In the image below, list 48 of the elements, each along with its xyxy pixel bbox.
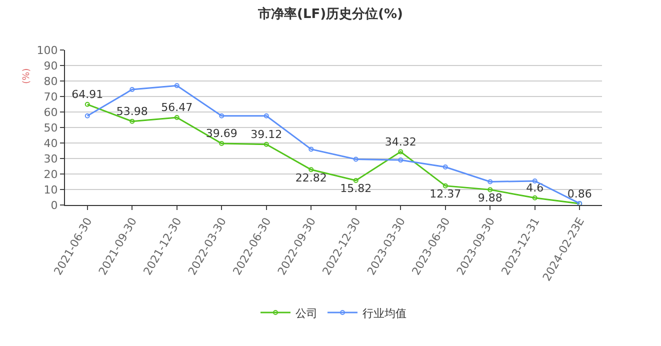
point — [308, 146, 314, 152]
point — [442, 183, 448, 188]
point — [488, 187, 493, 192]
y-tick-label: 60 — [44, 106, 58, 119]
data-label: 0.86 — [567, 187, 592, 200]
legend-label: 行业均值 — [362, 306, 406, 320]
point — [174, 114, 180, 120]
data-label: 12.37 — [430, 188, 462, 201]
legend-label: 公司 — [296, 306, 318, 320]
point — [264, 113, 269, 118]
data-label: 56.47 — [161, 101, 193, 114]
data-label: 22.82 — [295, 171, 327, 184]
chart-title: 市净率(LF)历史分位(%) — [257, 6, 403, 22]
y-tick-label: 70 — [44, 90, 58, 104]
point — [398, 149, 404, 154]
point — [488, 179, 493, 184]
point — [84, 113, 90, 118]
point — [174, 83, 180, 88]
data-label: 9.88 — [478, 191, 502, 204]
point — [219, 113, 224, 118]
y-tick-label: 50 — [44, 121, 58, 134]
y-tick-label: 40 — [44, 136, 58, 150]
y-tick-label: 100 — [36, 44, 58, 57]
data-label: 64.91 — [72, 88, 104, 102]
point — [219, 140, 224, 146]
data-label: 39.12 — [250, 128, 282, 142]
y-tick-label: 10 — [44, 183, 58, 196]
y-tick-label: 30 — [44, 152, 58, 166]
y-tick-label: 90 — [44, 59, 58, 72]
point — [353, 156, 358, 162]
point — [532, 195, 538, 200]
point — [353, 178, 358, 183]
y-axis-title: (%) — [22, 68, 32, 84]
point — [308, 167, 314, 172]
y-tick-label: 80 — [44, 74, 58, 88]
point — [264, 142, 269, 147]
point — [84, 102, 90, 107]
y-tick-label: 0 — [50, 198, 58, 212]
data-label: 34.32 — [384, 136, 416, 149]
point — [532, 178, 538, 184]
y-tick-label: 20 — [44, 168, 58, 181]
point — [442, 164, 448, 170]
point — [130, 87, 135, 92]
point — [398, 158, 404, 163]
data-label: 53.98 — [116, 105, 148, 118]
point — [130, 118, 135, 124]
data-label: 39.69 — [206, 127, 238, 140]
data-label: 15.82 — [340, 182, 372, 196]
